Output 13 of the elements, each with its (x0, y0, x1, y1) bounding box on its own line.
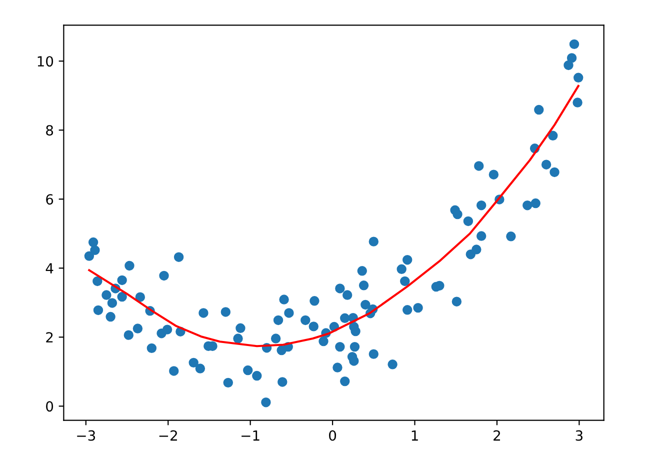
y-tick-label: 10 (38, 56, 54, 67)
x-tick-label: −1 (242, 430, 260, 441)
y-tick-label: 4 (46, 263, 54, 274)
x-tick-label: 0 (329, 430, 336, 441)
y-tick-label: 8 (46, 125, 54, 136)
x-tick-label: 2 (494, 430, 500, 441)
y-tick-label: 0 (46, 401, 54, 412)
x-tick-label: −2 (159, 430, 177, 441)
x-tick-label: 3 (576, 430, 582, 441)
x-tick-label: 1 (412, 430, 418, 441)
x-tick-label: −3 (77, 430, 96, 441)
y-tick-label: 2 (46, 332, 53, 342)
y-tick-label: 6 (46, 194, 54, 205)
